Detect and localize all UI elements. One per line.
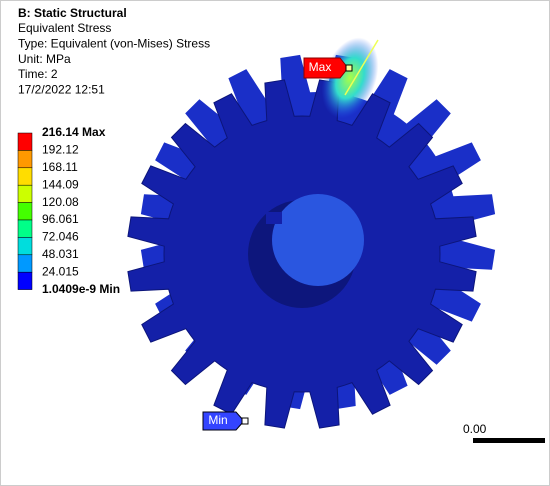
min-point xyxy=(241,417,249,425)
legend-label: 216.14 Max xyxy=(42,125,106,139)
legend-label: 1.0409e-9 Min xyxy=(42,282,120,296)
legend-band xyxy=(17,271,33,290)
header-line: Type: Equivalent (von-Mises) Stress xyxy=(18,36,210,50)
bore-inner xyxy=(272,194,364,286)
legend-band xyxy=(17,132,33,151)
legend: 216.14 Max 192.12 168.11 144.09 120.08 96.061… xyxy=(17,125,120,296)
gear-model xyxy=(127,37,496,429)
scale-bar: 0.00 xyxy=(463,422,545,443)
max-tag xyxy=(303,57,349,79)
legend-label: 120.08 xyxy=(42,195,79,209)
legend-label: 168.11 xyxy=(42,160,78,174)
max-label: Max xyxy=(309,60,332,74)
title: B: Static Structural xyxy=(18,6,127,20)
legend-band xyxy=(17,150,33,169)
legend-band xyxy=(17,254,33,273)
legend-label: 144.09 xyxy=(42,177,79,191)
legend-band xyxy=(17,237,33,256)
header-line: Equivalent Stress xyxy=(18,21,111,35)
min-label: Min xyxy=(208,413,227,427)
scale-label: 0.00 xyxy=(463,422,487,436)
legend-label: 72.046 xyxy=(42,230,79,244)
legend-label: 192.12 xyxy=(42,143,79,157)
legend-band xyxy=(17,219,33,238)
header-line: Unit: MPa xyxy=(18,52,71,66)
header-line: Time: 2 xyxy=(18,67,58,81)
min-probe[interactable]: Min xyxy=(202,411,249,431)
legend-label: 48.031 xyxy=(42,247,79,261)
legend-band xyxy=(17,202,33,221)
contact-line xyxy=(344,39,379,96)
legend-label: 96.061 xyxy=(42,212,79,226)
max-probe[interactable]: Max xyxy=(303,57,353,79)
scale-rule xyxy=(473,438,545,443)
legend-band xyxy=(17,167,33,186)
max-point xyxy=(345,64,353,72)
keyway xyxy=(266,212,282,224)
min-tag xyxy=(202,411,245,431)
legend-label: 24.015 xyxy=(42,264,79,278)
legend-band xyxy=(17,184,33,203)
header-line: 17/2/2022 12:51 xyxy=(18,82,105,96)
